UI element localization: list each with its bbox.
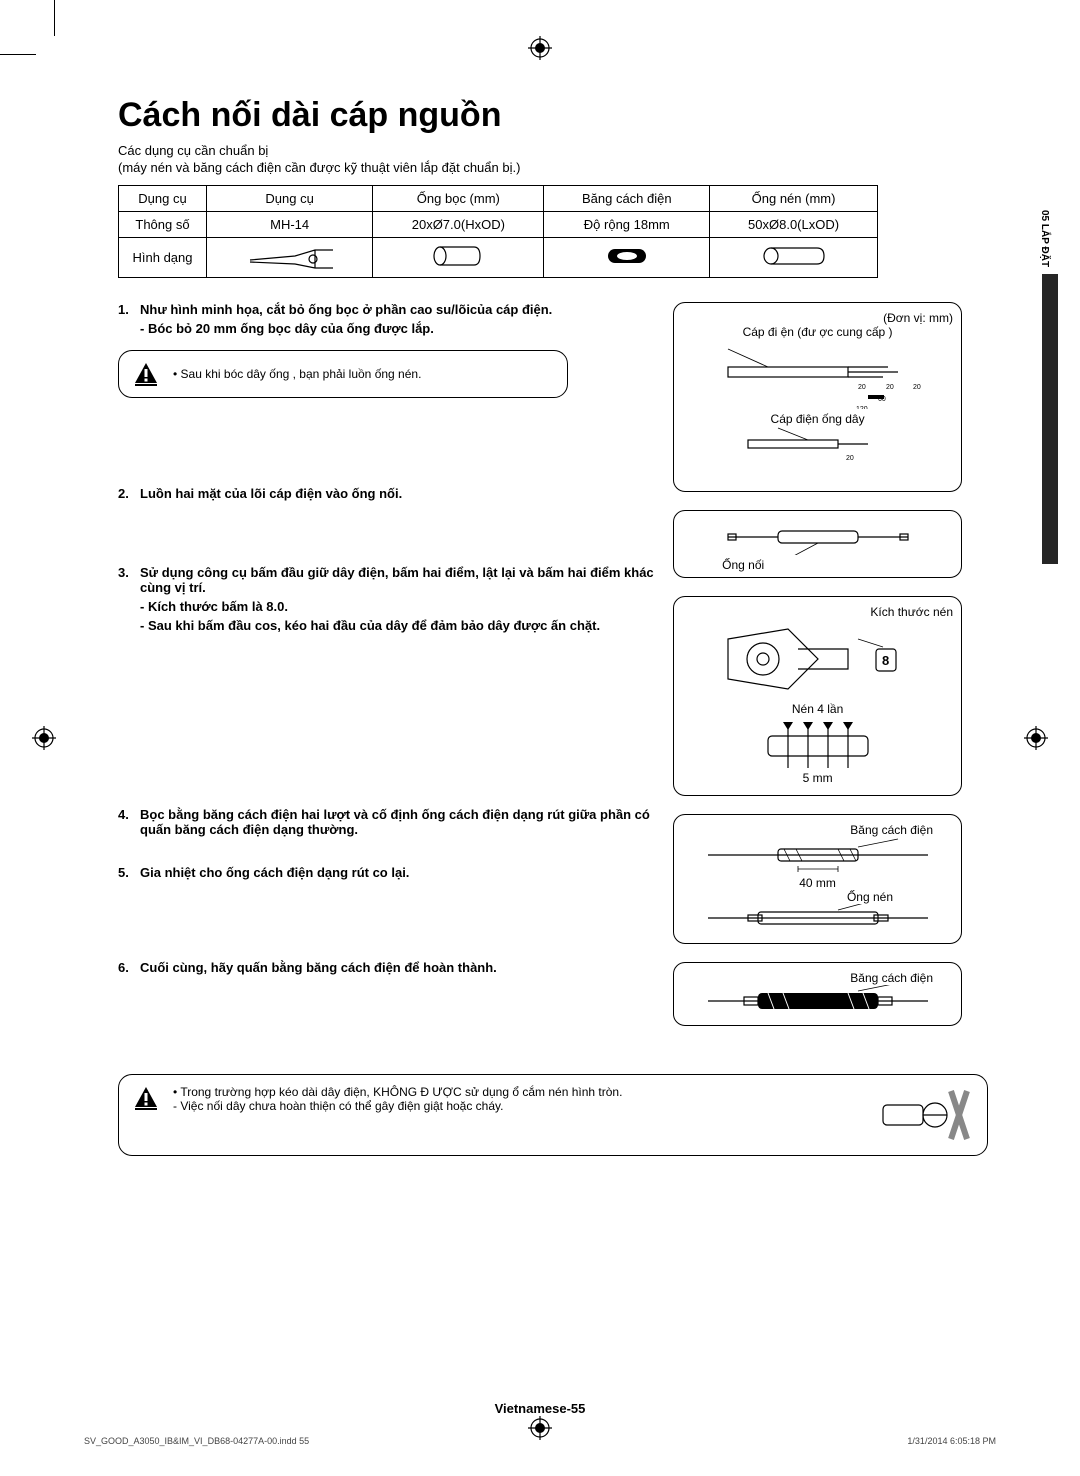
- row-header: Dụng cụ: [119, 186, 207, 212]
- cable-tube-icon: 20: [738, 426, 898, 462]
- fig-label: Cáp đi ện (đư ợc cung cấp ): [682, 325, 953, 339]
- bullet: •: [173, 367, 181, 381]
- svg-text:20: 20: [886, 384, 894, 391]
- table-row: Hình dạng: [119, 238, 878, 278]
- figure-cable-strip: (Đơn vị: mm) Cáp đi ện (đư ợc cung cấp )…: [673, 302, 962, 492]
- fig-label: Ống nén: [682, 890, 953, 904]
- crimp-detail-icon: 8: [708, 619, 928, 699]
- step-3-sub-b: - Sau khi bấm đầu cos, kéo hai đầu của d…: [140, 618, 657, 633]
- fig-label: Ống nối: [682, 558, 953, 572]
- table-cell: MH-14: [207, 212, 373, 238]
- step-3: 3.Sử dụng công cụ bấm đầu giữ dây điện, …: [118, 565, 657, 595]
- table-cell: 20xØ7.0(HxOD): [373, 212, 544, 238]
- row-header: Hình dạng: [119, 238, 207, 278]
- caution-box: • Sau khi bóc dây ống , bạn phải luồn ốn…: [118, 350, 568, 398]
- caution-text: Trong trường hợp kéo dài dây điện, KHÔNG…: [180, 1085, 622, 1099]
- warning-icon: [133, 1085, 159, 1111]
- fig-label: 40 mm: [682, 876, 953, 890]
- page-title: Cách nối dài cáp nguồn: [118, 96, 962, 135]
- prep-label: Các dụng cụ cần chuẩn bị: [118, 143, 962, 158]
- figure-connection-tube: Ống nối: [673, 510, 962, 578]
- footer-filename: SV_GOOD_A3050_IB&IM_VI_DB68-04277A-00.in…: [84, 1436, 309, 1446]
- table-cell: Độ rộng 18mm: [544, 212, 710, 238]
- step-5: 5.Gia nhiệt cho ống cách điện dạng rút c…: [118, 865, 657, 880]
- warning-icon: [133, 361, 159, 387]
- sleeve-icon: [428, 242, 488, 270]
- step-1: 1.Như hình minh họa, cắt bỏ ống bọc ở ph…: [118, 302, 657, 317]
- table-cell: 50xØ8.0(LxOD): [710, 212, 878, 238]
- figures-column: (Đơn vị: mm) Cáp đi ện (đư ợc cung cấp )…: [673, 302, 962, 1044]
- registration-mark-icon: [1024, 726, 1048, 750]
- connection-tube-icon: [688, 519, 948, 555]
- svg-text:20: 20: [858, 384, 866, 391]
- final-tape-icon: [688, 985, 948, 1017]
- table-cell: [710, 238, 878, 278]
- crimper-icon: [245, 242, 335, 270]
- taped-cable-icon: [688, 837, 948, 873]
- registration-mark-icon: [32, 726, 56, 750]
- figure-crimp: Kích thước nén 8 Nén 4 lần: [673, 596, 962, 796]
- table-cell: [373, 238, 544, 278]
- page-content: 05 LẮP ĐẶT Cách nối dài cáp nguồn Các dụ…: [70, 54, 1010, 1422]
- col-header: Dụng cụ: [207, 186, 373, 212]
- fig-label: Băng cách điện: [682, 971, 953, 985]
- col-header: Băng cách điện: [544, 186, 710, 212]
- unit-label: (Đơn vị: mm): [682, 311, 953, 325]
- table-cell: [207, 238, 373, 278]
- fig-label: 5 mm: [682, 771, 953, 785]
- compression-tube-icon: [759, 243, 829, 269]
- tape-icon: [602, 243, 652, 269]
- step-4: 4.Bọc bằng băng cách điện hai lượt và cố…: [118, 807, 657, 837]
- crop-mark: [54, 0, 55, 36]
- section-tab: 05 LẮP ĐẶT: [1030, 210, 1050, 267]
- caution-box-final: • Trong trường hợp kéo dài dây điện, KHÔ…: [118, 1074, 988, 1156]
- table-row: Dụng cụ Dụng cụ Ống bọc (mm) Băng cách đ…: [119, 186, 878, 212]
- table-row: Thông số MH-14 20xØ7.0(HxOD) Độ rộng 18m…: [119, 212, 878, 238]
- crop-mark: [0, 54, 36, 55]
- col-header: Ống nén (mm): [710, 186, 878, 212]
- col-header: Ống bọc (mm): [373, 186, 544, 212]
- footer-timestamp: 1/31/2014 6:05:18 PM: [907, 1436, 996, 1446]
- crimp-4x-icon: [738, 716, 898, 776]
- figure-final-tape: Băng cách điện: [673, 962, 962, 1026]
- section-band: [1042, 274, 1058, 564]
- step-1-sub: - Bóc bỏ 20 mm ống bọc dây của ống được …: [140, 321, 657, 336]
- cable-strip-icon: 20 20 20 60 120: [688, 339, 948, 409]
- svg-text:8: 8: [882, 653, 889, 668]
- step-3-sub-a: - Kích thước bấm là 8.0.: [140, 599, 657, 614]
- svg-text:20: 20: [913, 384, 921, 391]
- table-cell: [544, 238, 710, 278]
- figure-tape-tube: Băng cách điện 40 mm Ống nén: [673, 814, 962, 944]
- step-2: 2.Luồn hai mặt của lõi cáp điện vào ống …: [118, 486, 657, 501]
- page-number: Vietnamese-55: [70, 1401, 1010, 1416]
- tools-table: Dụng cụ Dụng cụ Ống bọc (mm) Băng cách đ…: [118, 185, 878, 278]
- svg-text:20: 20: [846, 455, 854, 462]
- fig-label: Nén 4 lần: [682, 702, 953, 716]
- svg-text:120: 120: [856, 406, 868, 409]
- fig-label: Cáp điện ống dây: [682, 412, 953, 426]
- prep-sub: (máy nén và băng cách điện cần được kỹ t…: [118, 160, 962, 175]
- step-6: 6.Cuối cùng, hãy quấn bằng băng cách điệ…: [118, 960, 657, 975]
- fig-label: Kích thước nén: [682, 605, 953, 619]
- fig-label: Băng cách điện: [682, 823, 953, 837]
- steps-column: 1.Như hình minh họa, cắt bỏ ống bọc ở ph…: [118, 302, 657, 1044]
- no-round-plug-icon: [873, 1085, 973, 1145]
- row-header: Thông số: [119, 212, 207, 238]
- comp-tube-over-icon: [688, 904, 948, 932]
- caution-subtext: - Việc nối dây chưa hoàn thiện có thể gâ…: [173, 1099, 859, 1113]
- caution-text: Sau khi bóc dây ống , bạn phải luồn ống …: [181, 367, 422, 381]
